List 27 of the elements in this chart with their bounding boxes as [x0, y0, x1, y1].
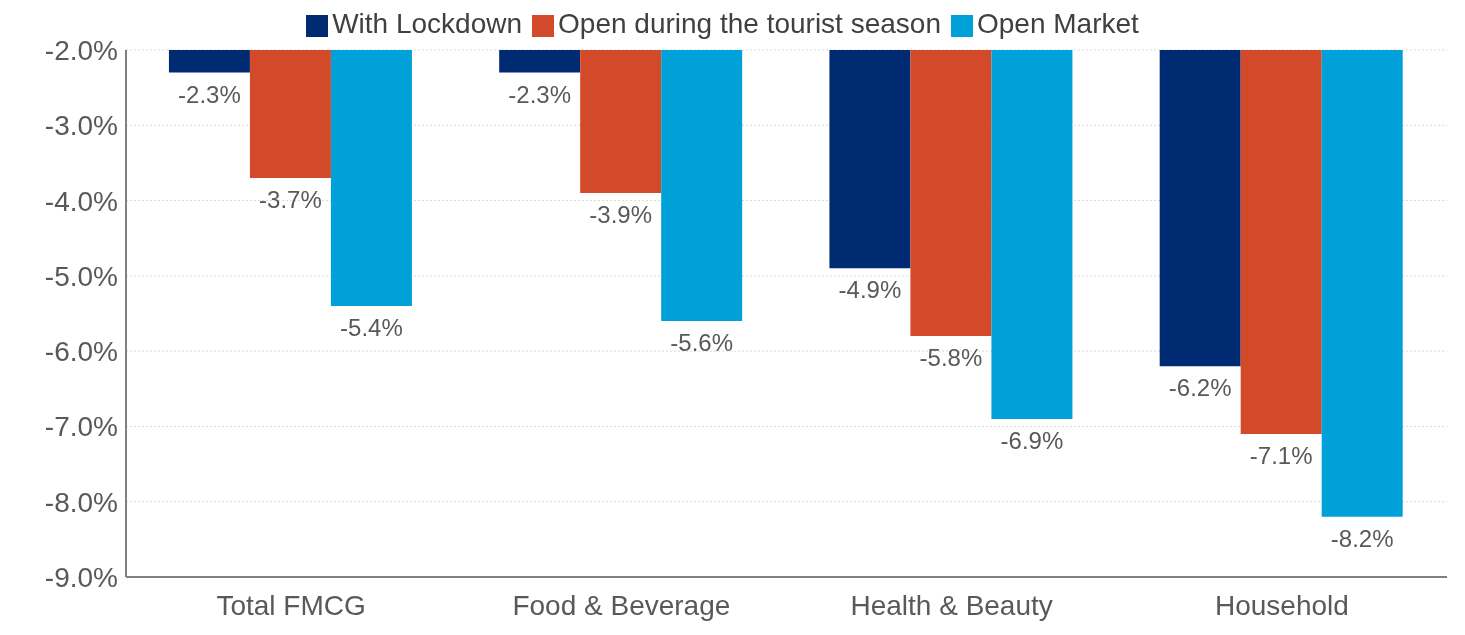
- data-label: -2.3%: [508, 80, 572, 108]
- legend-label: With Lockdown: [332, 8, 523, 39]
- data-label: -6.9%: [1000, 426, 1064, 454]
- y-tick-label: -9.0%: [44, 561, 118, 593]
- y-tick-label: -7.0%: [44, 411, 118, 443]
- y-tick-label: -4.0%: [44, 185, 118, 217]
- data-label: -5.8%: [919, 344, 983, 372]
- data-label: -4.9%: [838, 276, 902, 304]
- legend-label: Open during the tourist season: [558, 8, 941, 39]
- y-tick-label: -5.0%: [44, 260, 118, 292]
- data-label: -7.1%: [1249, 441, 1313, 469]
- y-tick-label: -6.0%: [44, 336, 118, 368]
- y-tick-label: -3.0%: [44, 110, 118, 142]
- legend-label: Open Market: [976, 8, 1139, 39]
- x-tick-label: Food & Beverage: [512, 589, 731, 621]
- y-tick-label: -8.0%: [44, 486, 118, 518]
- y-tick-label: -2.0%: [44, 34, 118, 66]
- data-label: -2.3%: [178, 80, 241, 108]
- data-label: -5.4%: [340, 313, 403, 341]
- data-label: -8.2%: [1330, 524, 1394, 552]
- x-tick-label: Health & Beauty: [850, 589, 1053, 621]
- x-tick-label: Total FMCG: [216, 589, 366, 621]
- data-label: -5.6%: [670, 329, 734, 357]
- x-tick-label: Household: [1214, 589, 1349, 621]
- data-label: -3.7%: [259, 185, 322, 213]
- data-label: -6.2%: [1168, 374, 1232, 402]
- data-label: -3.9%: [589, 201, 653, 229]
